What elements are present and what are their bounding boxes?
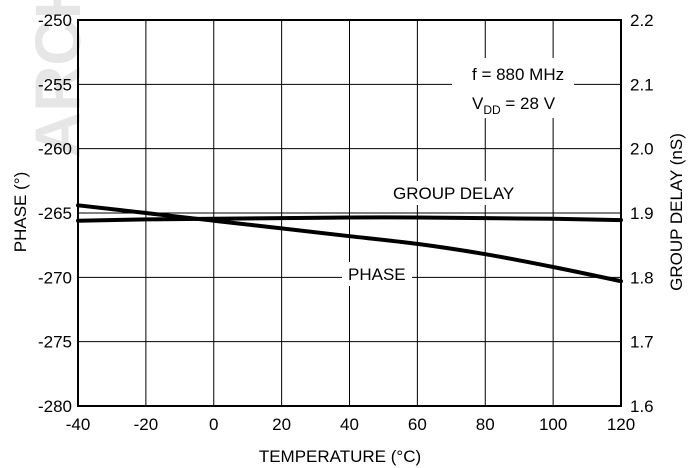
x-tick-label: 0 bbox=[209, 415, 218, 434]
y-right-tick-label: 1.8 bbox=[630, 268, 654, 287]
y-right-tick-label: 1.6 bbox=[630, 397, 654, 416]
y-left-tick-label: -255 bbox=[38, 75, 72, 94]
annotation-vdd-sub: DD bbox=[483, 103, 501, 117]
y-left-tick-label: -250 bbox=[38, 11, 72, 30]
x-tick-label: 100 bbox=[539, 415, 567, 434]
y-right-tick-label: 1.9 bbox=[630, 204, 654, 223]
label-layer: -40 -20 0 20 40 60 80 100 120 -250 -255 -260 -265 -27… bbox=[38, 11, 654, 434]
x-tick-label: 120 bbox=[607, 415, 635, 434]
series-layer bbox=[76, 203, 623, 284]
series-group-delay-line bbox=[76, 215, 623, 223]
x-tick-label: 80 bbox=[476, 415, 495, 434]
y-right-tick-label: 2.1 bbox=[630, 75, 654, 94]
x-tick-label: -40 bbox=[66, 415, 91, 434]
x-tick-label: -20 bbox=[134, 415, 159, 434]
y-left-tick-label: -280 bbox=[38, 397, 72, 416]
annotation-vdd-value: = 28 V bbox=[501, 94, 556, 113]
plot-frame bbox=[77, 19, 622, 407]
group-delay-label-bg bbox=[388, 181, 552, 205]
phase-label-bg bbox=[342, 262, 412, 286]
watermark: ARCH bbox=[22, 0, 94, 158]
annotation-background bbox=[452, 58, 574, 118]
y-left-tick-label: -265 bbox=[38, 204, 72, 223]
x-axis-title: TEMPERATURE (°C) bbox=[259, 447, 421, 466]
y-left-tick-label: -275 bbox=[38, 333, 72, 352]
x-tick-label: 20 bbox=[272, 415, 291, 434]
series-label-group-delay: GROUP DELAY bbox=[393, 184, 514, 203]
x-tick-label: 40 bbox=[340, 415, 359, 434]
y-right-tick-label: 1.7 bbox=[630, 333, 654, 352]
annotation-frequency: f = 880 MHz bbox=[472, 65, 564, 84]
series-label-phase: PHASE bbox=[348, 265, 406, 284]
y-right-tick-label: 2.2 bbox=[630, 11, 654, 30]
x-tick-label: 60 bbox=[408, 415, 427, 434]
y-right-axis-title: GROUP DELAY (nS) bbox=[667, 133, 686, 291]
y-left-axis-title: PHASE (°) bbox=[11, 172, 30, 252]
series-phase-line bbox=[76, 203, 623, 284]
y-right-tick-label: 2.0 bbox=[630, 140, 654, 159]
annotation-vdd: VDD = 28 V bbox=[472, 94, 556, 117]
y-left-tick-label: -270 bbox=[38, 268, 72, 287]
annotation-vdd-v: V bbox=[472, 94, 484, 113]
y-left-tick-label: -260 bbox=[38, 140, 72, 159]
